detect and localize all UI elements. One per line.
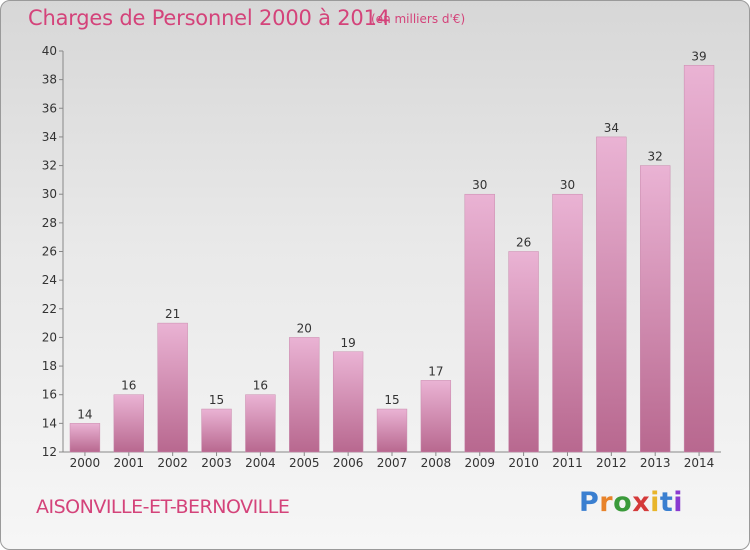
x-tick-label: 2002 — [157, 456, 188, 470]
bar — [596, 136, 627, 453]
bar — [332, 351, 364, 453]
bar-value-label: 32 — [648, 150, 663, 164]
proxiti-logo: Proxiti — [579, 487, 683, 518]
bar-value-label: 19 — [340, 336, 355, 350]
x-tick-label: 2014 — [684, 456, 715, 470]
bar-value-label: 20 — [297, 321, 312, 335]
y-tick-label: 12 — [42, 445, 57, 459]
y-tick-label: 18 — [42, 359, 57, 373]
bar-labels: 14 16 21 15 16 20 19 15 17 30 26 30 34 32 39 — [77, 49, 706, 421]
x-tick-label: 2007 — [377, 456, 408, 470]
bar-value-label: 21 — [165, 307, 180, 321]
logo-letter: x — [632, 487, 651, 518]
y-tick-label: 24 — [42, 273, 57, 287]
bar — [245, 394, 276, 453]
chart-subtitle: (en milliers d'€) — [371, 12, 466, 26]
bar — [683, 65, 715, 453]
bar-value-label: 16 — [253, 379, 268, 393]
bar-value-label: 39 — [691, 49, 706, 63]
bar-value-label: 15 — [384, 393, 399, 407]
y-tick-label: 34 — [42, 130, 57, 144]
logo-letter: r — [599, 487, 614, 518]
y-tick-label: 30 — [42, 187, 57, 201]
x-tick-label: 2000 — [70, 456, 101, 470]
y-tick-label: 26 — [42, 245, 57, 259]
bar-value-label: 15 — [209, 393, 224, 407]
bar — [376, 408, 408, 453]
logo-letter: i — [650, 487, 660, 518]
y-tick-label: 16 — [42, 388, 57, 402]
x-tick-label: 2003 — [201, 456, 232, 470]
x-tick-label: 2008 — [421, 456, 452, 470]
y-tick-label: 32 — [42, 159, 57, 173]
y-tick-label: 38 — [42, 73, 57, 87]
bar-value-label: 30 — [472, 178, 487, 192]
bar — [69, 423, 101, 453]
x-tick-label: 2013 — [640, 456, 671, 470]
bar — [157, 322, 188, 453]
bar-value-label: 16 — [121, 379, 136, 393]
x-tick-label: 2010 — [508, 456, 539, 470]
logo-letter: o — [613, 487, 633, 518]
bar — [201, 408, 232, 453]
bar — [552, 193, 583, 453]
bar-value-label: 14 — [77, 407, 92, 421]
y-axis: 12 14 16 18 20 22 24 26 28 30 32 34 36 38 40 — [42, 44, 64, 459]
chart-title: Charges de Personnel 2000 à 2014 — [28, 6, 390, 30]
commune-name: AISONVILLE-ET-BERNOVILLE — [36, 496, 290, 518]
bar — [289, 337, 320, 453]
x-tick-label: 2009 — [464, 456, 495, 470]
bar — [420, 380, 452, 453]
logo-letter: i — [673, 487, 684, 518]
y-tick-label: 28 — [42, 216, 57, 230]
bar — [508, 251, 539, 453]
bar-value-label: 17 — [428, 364, 443, 378]
logo-letter: P — [579, 487, 600, 518]
x-axis: 2000 2001 2002 2003 2004 2005 2006 2007 2008 2009… — [63, 451, 721, 470]
y-tick-label: 20 — [42, 330, 57, 344]
x-tick-label: 2006 — [333, 456, 364, 470]
y-tick-label: 22 — [42, 302, 57, 316]
bar-value-label: 30 — [560, 178, 575, 192]
x-tick-label: 2012 — [596, 456, 627, 470]
bars — [69, 65, 715, 453]
y-tick-label: 36 — [42, 101, 57, 115]
x-tick-label: 2005 — [289, 456, 320, 470]
logo-letter: t — [659, 487, 674, 518]
bar — [113, 394, 144, 453]
x-tick-label: 2011 — [552, 456, 583, 470]
bar — [464, 193, 495, 453]
bar-value-label: 34 — [604, 121, 619, 135]
x-tick-label: 2001 — [114, 456, 145, 470]
y-tick-label: 14 — [42, 416, 57, 430]
bar — [640, 165, 671, 453]
y-tick-label: 40 — [42, 44, 57, 58]
bar-value-label: 26 — [516, 236, 531, 250]
x-tick-label: 2004 — [245, 456, 276, 470]
